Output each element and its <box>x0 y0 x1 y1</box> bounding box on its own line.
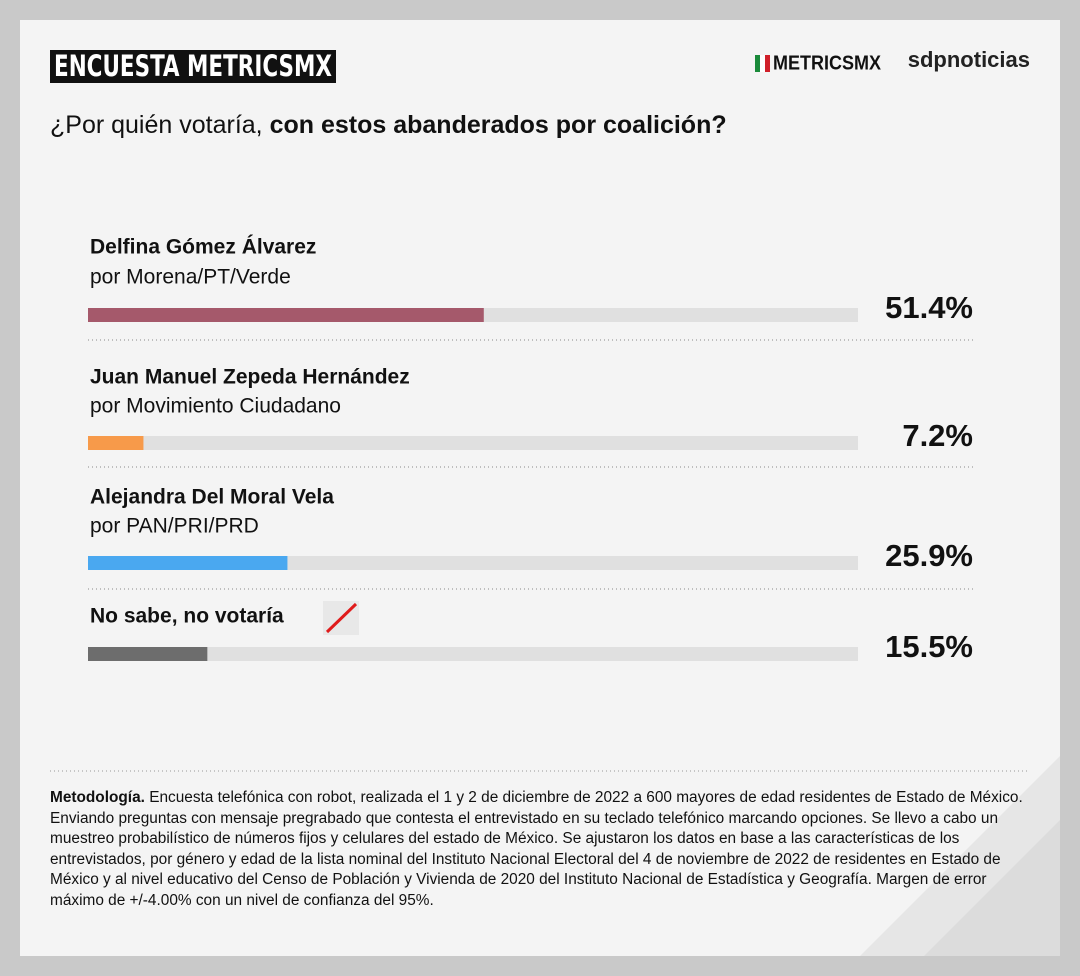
candidate-coalition: por Movimiento Ciudadano <box>90 395 341 418</box>
title-box <box>50 50 336 83</box>
candidate-coalition: por Morena/PT/Verde <box>90 266 291 289</box>
candidate-coalition: por PAN/PRI/PRD <box>90 515 259 538</box>
methodology: Metodología. Encuesta telefónica con rob… <box>50 788 1040 911</box>
candidate-name: Juan Manuel Zepeda Hernández <box>90 366 410 389</box>
bar-track <box>88 436 858 450</box>
bar <box>88 308 484 322</box>
question: ¿Por quién votaría, con estos abanderado… <box>50 111 727 139</box>
value-label: 25.9% <box>885 538 973 573</box>
value-label: 15.5% <box>885 629 973 664</box>
no-vote-icon <box>323 601 359 635</box>
logo-sdp: sdpnoticias <box>908 47 1030 72</box>
bar <box>88 647 208 661</box>
methodology-label: Metodología. <box>50 789 145 806</box>
icon-slash <box>325 602 358 634</box>
bar <box>88 556 288 570</box>
card <box>20 20 1060 956</box>
bar-track <box>88 647 858 661</box>
value-label: 7.2% <box>902 418 973 453</box>
candidate-name: Delfina Gómez Álvarez <box>90 236 316 259</box>
corner-shade <box>924 820 1060 956</box>
chart-title: ENCUESTA METRICSMX <box>54 49 332 83</box>
bar <box>88 436 144 450</box>
question-bold: con estos abanderados por coalición? <box>270 111 727 139</box>
logo-flag <box>755 55 760 72</box>
candidate-name: Alejandra Del Moral Vela <box>90 486 334 509</box>
logo-flag <box>765 55 770 72</box>
candidate-name: No sabe, no votaría <box>90 605 284 628</box>
logo-metrics: METRICSMX <box>773 52 882 74</box>
value-label: 51.4% <box>885 290 973 325</box>
methodology-text: Encuesta telefónica con robot, realizada… <box>50 789 1023 909</box>
question-plain: ¿Por quién votaría, <box>50 111 263 139</box>
logo-flag <box>760 55 765 72</box>
